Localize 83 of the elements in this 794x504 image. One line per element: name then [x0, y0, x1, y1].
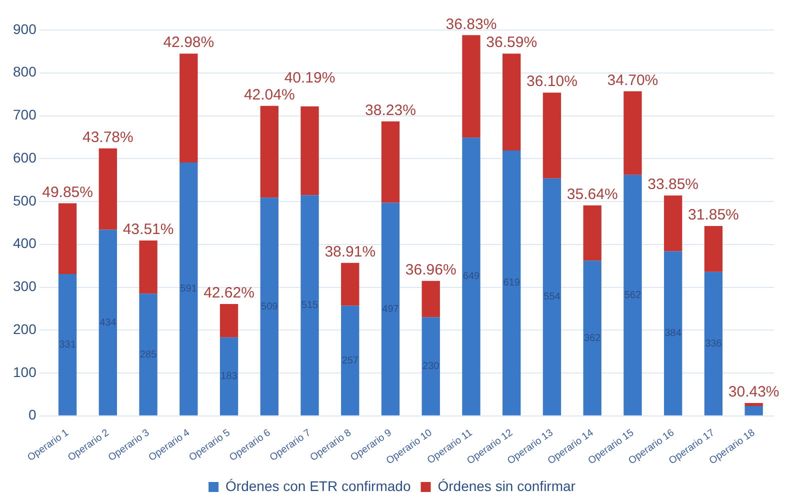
data-label: 434	[100, 317, 117, 328]
bar	[744, 406, 763, 416]
data-label: 257	[342, 355, 359, 366]
y-tick-label: 100	[13, 364, 37, 380]
data-label: 331	[59, 339, 76, 350]
bar	[58, 203, 77, 274]
annotation: 36.59%	[486, 34, 538, 52]
bar	[98, 148, 117, 230]
annotation: 40.19%	[284, 70, 336, 87]
annotation: 38.91%	[324, 243, 376, 260]
bar	[624, 174, 642, 416]
annotation: 49.85%	[42, 184, 93, 201]
data-label: 497	[382, 304, 400, 315]
bar	[422, 317, 440, 416]
annotation: 42.62%	[204, 284, 254, 302]
bar	[664, 196, 682, 252]
annotation: 33.85%	[648, 176, 699, 194]
y-tick-label: 400	[13, 235, 37, 252]
y-tick-label: 500	[13, 192, 37, 208]
bar	[502, 150, 521, 416]
data-label: 285	[140, 349, 158, 360]
bar	[139, 240, 158, 294]
bar	[502, 54, 521, 150]
data-label: 509	[261, 301, 278, 312]
bar	[704, 272, 723, 416]
y-tick-label: 300	[13, 278, 37, 294]
bar	[341, 262, 360, 306]
bar	[462, 35, 480, 138]
y-tick-label: 0	[28, 406, 37, 423]
annotation: 38.23%	[365, 102, 416, 119]
bar	[381, 202, 400, 416]
bar	[139, 294, 158, 416]
annotation: 31.85%	[688, 206, 739, 224]
annotation: 30.43%	[728, 384, 780, 401]
data-label: 591	[180, 284, 198, 295]
legend-label: Órdenes sin confirmar	[438, 478, 576, 494]
bar	[58, 274, 77, 416]
bar	[260, 106, 278, 198]
y-tick-label: 700	[13, 106, 37, 123]
y-tick-label: 900	[13, 20, 37, 37]
bar	[542, 178, 562, 416]
bar	[422, 280, 440, 318]
data-label: 649	[462, 271, 480, 282]
data-label: 562	[624, 290, 642, 301]
bar	[583, 205, 602, 261]
data-label: 619	[503, 278, 520, 289]
bar	[220, 304, 238, 338]
annotation: 36.83%	[446, 16, 497, 33]
y-tick-label: 800	[13, 64, 37, 80]
annotation: 43.51%	[122, 221, 174, 238]
y-tick-label: 200	[13, 320, 37, 337]
bar	[300, 106, 319, 196]
data-label: 515	[301, 300, 319, 311]
bar	[98, 230, 117, 416]
legend-label: Órdenes con ETR confirmado	[226, 478, 411, 494]
bar	[220, 337, 238, 416]
bar	[462, 138, 480, 416]
data-label: 362	[584, 332, 602, 344]
bar	[180, 162, 198, 416]
annotation: 43.78%	[82, 128, 134, 146]
data-label: 183	[220, 371, 238, 382]
bar	[180, 54, 198, 162]
bar	[542, 92, 562, 178]
annotation: 36.10%	[526, 73, 578, 90]
annotation: 34.70%	[607, 72, 658, 89]
annotation: 35.64%	[566, 186, 618, 203]
bar	[583, 260, 602, 416]
bar	[260, 198, 278, 416]
bar	[624, 91, 642, 175]
data-label: 384	[664, 328, 682, 340]
bar	[381, 121, 400, 203]
annotation: 42.98%	[163, 34, 214, 52]
bar	[341, 306, 360, 416]
data-label: 336	[705, 338, 722, 350]
bar	[664, 251, 682, 416]
bar	[744, 403, 763, 406]
data-label: 554	[544, 292, 561, 303]
bar	[300, 195, 319, 416]
annotation: 36.96%	[405, 261, 456, 278]
bar	[704, 226, 723, 272]
data-label: 230	[422, 361, 440, 372]
y-tick-label: 600	[13, 149, 37, 166]
annotation: 42.04%	[244, 86, 295, 104]
